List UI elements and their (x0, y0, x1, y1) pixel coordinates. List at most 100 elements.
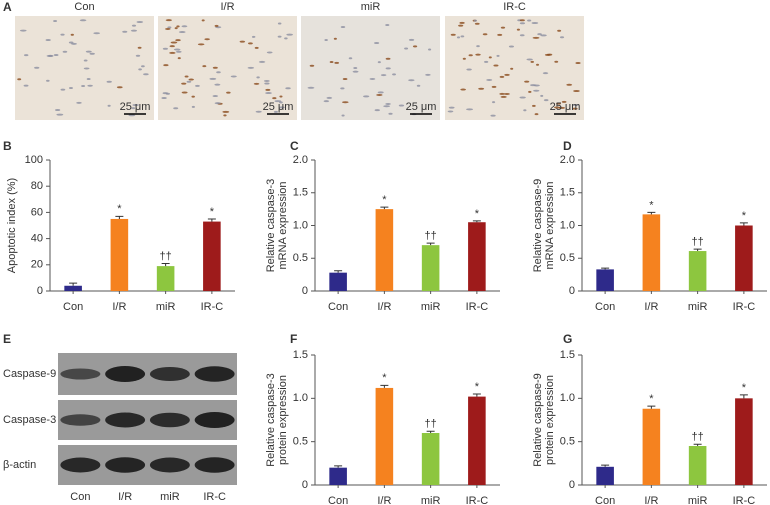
bar (156, 266, 175, 291)
y-tick-label: 0.5 (293, 252, 308, 264)
y-axis-label: Relative caspase-3 (265, 373, 277, 467)
nucleus (266, 51, 273, 54)
nucleus (374, 41, 380, 44)
nucleus (473, 19, 477, 22)
nucleus (81, 85, 86, 88)
nucleus (500, 26, 506, 29)
nucleus (197, 43, 205, 46)
nucleus (130, 29, 138, 32)
nucleus (416, 84, 421, 87)
blot-band (105, 366, 146, 382)
nucleus (519, 19, 525, 22)
nucleus (181, 25, 188, 28)
nucleus (334, 61, 340, 64)
nucleus (46, 54, 54, 57)
nucleus (60, 88, 66, 91)
blot-row-label: Caspase-3 (3, 414, 56, 426)
nucleus (383, 105, 390, 108)
bar (64, 285, 82, 291)
nucleus (141, 65, 145, 68)
blot-band (105, 412, 146, 428)
nucleus (230, 75, 237, 78)
y-tick-label: 0 (569, 479, 575, 491)
x-tick-label: IR-C (733, 495, 756, 505)
nucleus (447, 110, 454, 113)
nucleus (137, 46, 142, 49)
scale-bar-label: 25 μm (550, 101, 581, 113)
scale-bar-label: 25 μm (406, 101, 437, 113)
nucleus (68, 86, 73, 89)
nucleus (209, 77, 217, 80)
nucleus (353, 66, 358, 69)
nucleus (482, 33, 488, 36)
scale-bar-label: 25 μm (120, 101, 151, 113)
x-tick-label: miR (156, 301, 176, 313)
nucleus (530, 84, 537, 87)
error-bar (601, 464, 610, 467)
y-tick-label: 1.5 (293, 187, 308, 199)
nucleus (212, 95, 219, 98)
nucleus (239, 40, 246, 43)
panel-letter: E (3, 332, 11, 346)
nucleus (408, 79, 415, 82)
micrograph-label: I/R (220, 1, 234, 13)
nucleus (273, 110, 278, 113)
nucleus (340, 26, 346, 29)
nucleus (499, 92, 505, 95)
nucleus (528, 90, 532, 93)
x-tick-label: IR-C (466, 301, 489, 313)
bar (110, 218, 129, 291)
nucleus (377, 61, 381, 64)
error-bar (380, 206, 389, 210)
nucleus (53, 53, 59, 56)
nucleus (516, 28, 520, 31)
nucleus (226, 91, 231, 94)
nucleus (450, 33, 456, 36)
nucleus (324, 39, 328, 42)
nucleus (524, 80, 530, 83)
panel-letter: C (290, 139, 299, 153)
nucleus (34, 66, 40, 69)
nucleus (255, 110, 262, 113)
panel-letter: F (290, 332, 297, 346)
blot-lane-label: IR-C (203, 491, 226, 503)
nucleus (448, 106, 455, 109)
error-bar (693, 443, 702, 446)
nucleus (488, 56, 492, 59)
bar (596, 466, 614, 485)
nucleus (466, 68, 472, 71)
nucleus (131, 107, 136, 110)
bar (329, 467, 347, 485)
nucleus (377, 91, 384, 94)
x-tick-label: miR (688, 495, 708, 505)
bar (375, 387, 394, 485)
nucleus (519, 34, 525, 37)
bar (468, 396, 486, 485)
y-axis-label: mRNA expression (544, 181, 556, 269)
nucleus (86, 77, 91, 80)
nucleus (169, 45, 176, 48)
nucleus (272, 97, 277, 100)
x-tick-label: Con (328, 495, 348, 505)
nucleus (131, 24, 137, 27)
nucleus (184, 75, 189, 78)
nucleus (542, 72, 549, 75)
nucleus (24, 54, 29, 57)
nucleus (536, 63, 540, 66)
nucleus (85, 50, 92, 53)
error-bar (207, 218, 216, 222)
nucleus (143, 73, 149, 76)
x-tick-label: Con (63, 301, 83, 313)
significance-mark: †† (692, 431, 704, 443)
significance-mark: †† (692, 236, 704, 248)
error-bar (601, 267, 610, 270)
nucleus (247, 66, 255, 69)
nucleus (392, 73, 396, 76)
error-bar (647, 405, 656, 409)
nucleus (93, 32, 101, 35)
nucleus (537, 33, 542, 36)
nucleus (543, 99, 549, 102)
blot-row-label: Caspase-9 (3, 368, 56, 380)
nucleus (558, 106, 566, 109)
error-bar (739, 394, 748, 399)
